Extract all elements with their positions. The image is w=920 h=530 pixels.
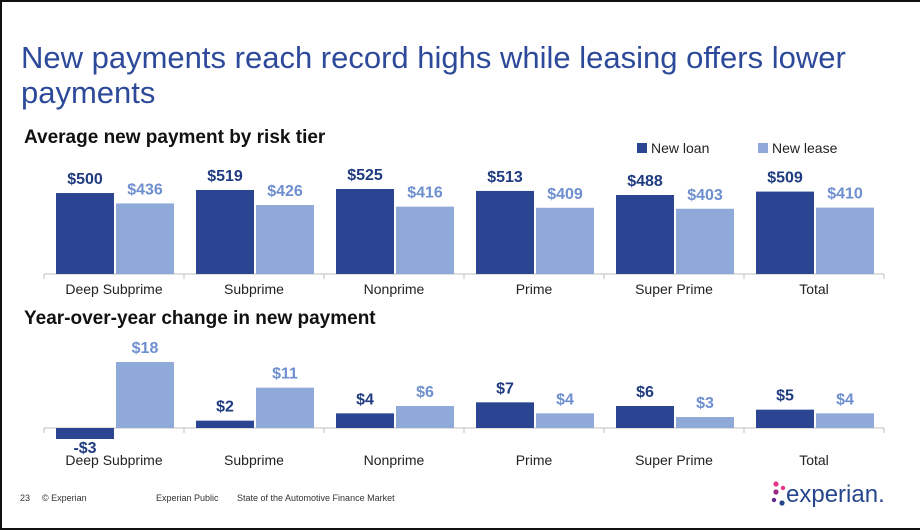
experian-logo: experian. [771, 481, 885, 508]
bar-new-lease [676, 417, 734, 428]
category-label: Nonprime [364, 281, 425, 297]
chart1-title: Average new payment by risk tier [24, 127, 326, 148]
bar-new-lease [256, 387, 314, 428]
bar-new-lease [116, 362, 174, 428]
legend-swatch-new-loan [637, 143, 647, 153]
data-label-new-loan: $500 [67, 171, 103, 188]
data-label-new-loan: $509 [767, 170, 803, 187]
data-label-new-lease: $3 [696, 395, 714, 412]
category-label: Prime [516, 452, 553, 468]
bar-new-loan [616, 194, 674, 274]
data-label-new-lease: $436 [127, 181, 163, 198]
category-label: Super Prime [635, 452, 713, 468]
bar-new-lease [536, 207, 594, 274]
logo-text: experian. [786, 481, 885, 508]
data-label-new-lease: $410 [827, 186, 863, 203]
bar-new-loan [756, 191, 814, 274]
bar-new-lease [816, 207, 874, 274]
logo-dot-5 [780, 485, 786, 491]
legend-item-new-loan: New loan [637, 140, 709, 156]
legend-swatch-new-lease [758, 143, 768, 153]
data-label-new-loan: $6 [636, 384, 654, 401]
logo-dot-4 [779, 500, 785, 506]
category-label: Deep Subprime [65, 452, 162, 468]
chart2-title: Year-over-year change in new payment [24, 308, 376, 329]
category-label: Super Prime [635, 281, 713, 297]
data-label-new-lease: $426 [267, 183, 303, 200]
data-label-new-loan: $519 [207, 168, 243, 185]
bar-new-lease [116, 203, 174, 274]
bar-new-lease [536, 413, 594, 428]
legend-label-new-lease: New lease [772, 140, 838, 156]
footer-report-name: State of the Automotive Finance Market [237, 493, 395, 503]
logo-dot-1 [773, 481, 779, 487]
bar-new-loan [756, 409, 814, 428]
data-label-new-lease: $11 [272, 366, 298, 383]
footer-classification: Experian Public [156, 493, 219, 503]
category-label: Deep Subprime [65, 281, 162, 297]
data-label-new-loan: -$3 [73, 440, 96, 457]
category-label: Nonprime [364, 452, 425, 468]
bar-new-loan [196, 420, 254, 428]
category-label: Total [799, 452, 829, 468]
data-label-new-loan: $513 [487, 169, 523, 186]
logo-dot-3 [771, 497, 777, 503]
data-label-new-lease: $409 [547, 186, 583, 203]
data-label-new-lease: $4 [556, 391, 574, 408]
bar-new-loan [56, 193, 114, 274]
bar-new-loan [336, 189, 394, 274]
bar-new-lease [256, 205, 314, 274]
footer-page-number: 23 [20, 493, 31, 503]
category-label: Subprime [224, 452, 284, 468]
bar-new-loan [616, 406, 674, 428]
data-label-new-lease: $403 [687, 187, 723, 204]
footer-copyright: © Experian [42, 493, 87, 503]
bar-new-lease [396, 406, 454, 428]
data-label-new-loan: $2 [216, 399, 234, 416]
logo-dot-2 [773, 489, 779, 495]
slide-title: New payments reach record highs while le… [21, 40, 846, 110]
bar-new-loan [196, 189, 254, 274]
data-label-new-lease: $416 [407, 185, 443, 202]
bar-new-loan [476, 190, 534, 274]
category-label: Total [799, 281, 829, 297]
legend-label-new-loan: New loan [651, 140, 710, 156]
data-label-new-lease: $4 [836, 391, 854, 408]
data-label-new-lease: $6 [416, 384, 434, 401]
bar-new-lease [396, 206, 454, 274]
data-label-new-loan: $5 [776, 388, 794, 405]
data-label-new-loan: $488 [627, 173, 663, 190]
data-label-new-loan: $7 [496, 380, 514, 397]
category-label: Subprime [224, 281, 284, 297]
data-label-new-loan: $525 [347, 167, 383, 184]
data-label-new-loan: $4 [356, 391, 374, 408]
bar-new-lease [816, 413, 874, 428]
bar-new-lease [676, 208, 734, 274]
data-label-new-lease: $18 [132, 340, 159, 357]
bar-new-loan [336, 413, 394, 428]
bar-new-loan [56, 428, 114, 439]
bar-new-loan [476, 402, 534, 428]
category-label: Prime [516, 281, 553, 297]
legend-item-new-lease: New lease [758, 140, 837, 156]
